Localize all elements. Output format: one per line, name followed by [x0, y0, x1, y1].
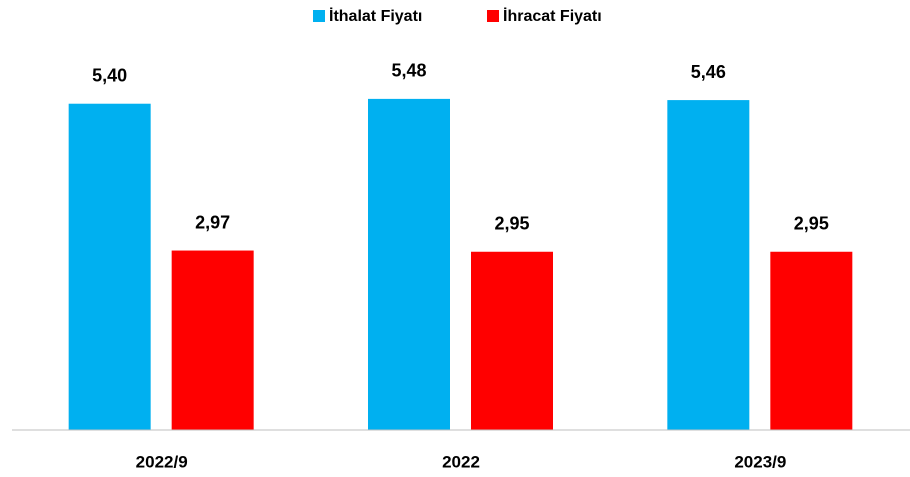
bar	[770, 251, 853, 430]
x-tick-label: 2022	[442, 452, 480, 471]
legend-swatch	[487, 10, 499, 22]
bar	[368, 98, 450, 430]
legend-label: İthalat Fiyatı	[329, 7, 422, 25]
bar	[171, 250, 254, 430]
value-label: 2,95	[494, 214, 529, 234]
value-label: 2,95	[794, 214, 829, 234]
bar	[667, 100, 750, 430]
value-label: 5,46	[691, 62, 726, 82]
value-label: 2,97	[195, 212, 230, 232]
bar	[68, 103, 151, 430]
x-tick-label: 2022/9	[136, 452, 188, 471]
value-label: 5,48	[391, 61, 426, 81]
value-label: 5,40	[92, 65, 127, 85]
legend-swatch	[313, 10, 325, 22]
legend-label: İhracat Fiyatı	[503, 7, 602, 25]
x-tick-label: 2023/9	[734, 452, 786, 471]
bar	[471, 251, 553, 430]
